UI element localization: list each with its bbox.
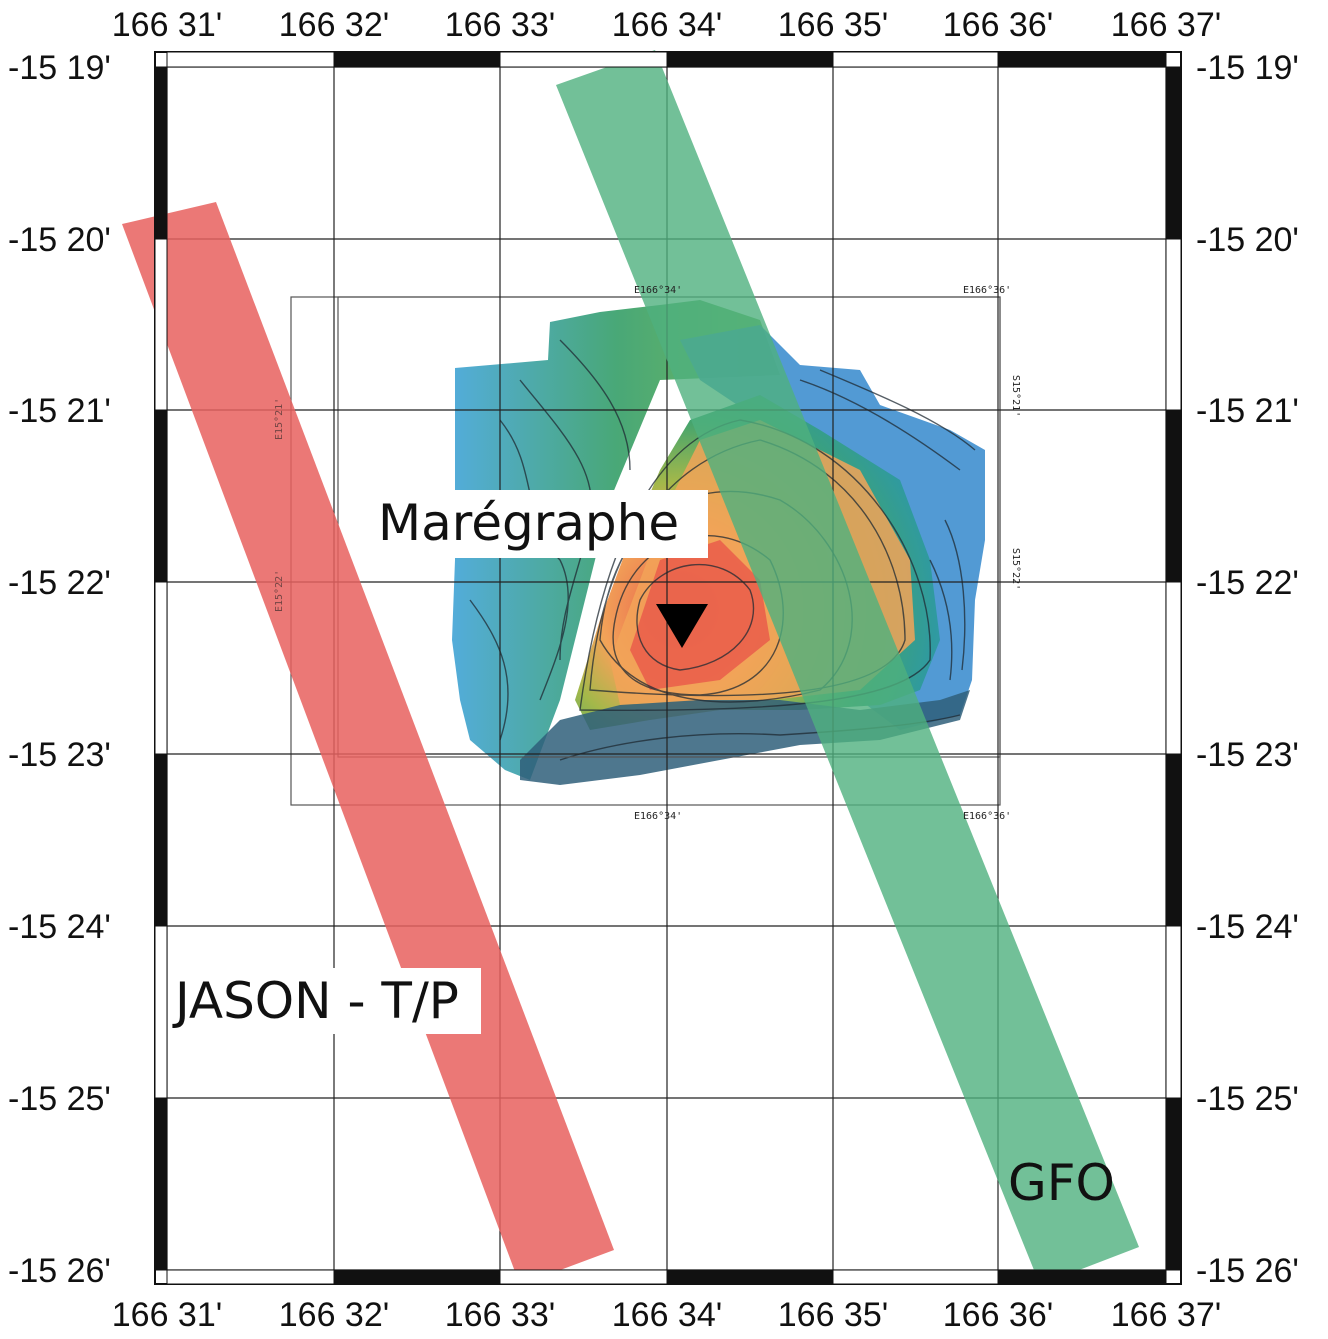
frame-bar-left: [154, 1097, 168, 1271]
longitude-label-bottom: 166 31': [112, 1296, 222, 1334]
frame-bar-left: [154, 409, 168, 583]
inset-right-label-1: S15°21': [1010, 375, 1021, 417]
longitude-label-top: 166 33': [445, 6, 555, 44]
tide-gauge-label: Marégraphe: [378, 494, 679, 552]
latitude-labels-right: -15 19' -15 20' -15 21' -15 22' -15 23' -15 2…: [1196, 49, 1299, 1290]
latitude-label-right: -15 24': [1196, 908, 1299, 946]
frame-bar-right: [1165, 1097, 1182, 1271]
longitude-labels-top: 166 31' 166 32' 166 33' 166 34' 166 35' 166 3…: [112, 6, 1221, 44]
inset-left-label-2: E15°22': [274, 570, 285, 612]
latitude-label-left: -15 26': [8, 1252, 111, 1290]
inset-right-label-2: S15°22': [1010, 548, 1021, 590]
jason-label-box: [168, 968, 481, 1034]
latitude-label-left: -15 21': [8, 392, 111, 430]
inset-top-label-1: E166°34': [634, 285, 682, 296]
longitude-label-top: 166 31': [112, 6, 222, 44]
frame-bar-right: [1165, 238, 1182, 411]
longitude-label-top: 166 32': [279, 6, 389, 44]
frame-bar-bottom: [166, 1269, 335, 1285]
frame-bar-right: [1165, 753, 1182, 927]
down-triangle-icon: [656, 604, 708, 648]
longitude-label-bottom: 166 37': [1111, 1296, 1221, 1334]
longitude-label-bottom: 166 36': [943, 1296, 1053, 1334]
tide-gauge-label-box: [368, 490, 708, 558]
latitude-label-right: -15 21': [1196, 392, 1299, 430]
frame-bar-top: [666, 51, 834, 68]
longitude-labels-bottom: 166 31' 166 32' 166 33' 166 34' 166 35' 166 3…: [112, 1296, 1221, 1334]
frame-bar-top: [832, 51, 999, 68]
frame-bar-left: [154, 753, 168, 927]
latitude-label-left: -15 22': [8, 564, 111, 602]
track-label-jason-tp: JASON - T/P: [172, 972, 459, 1030]
latitude-label-left: -15 24': [8, 908, 111, 946]
frame-bar-right: [1165, 66, 1182, 240]
frame-bar-right: [1165, 409, 1182, 583]
frame-bar-right: [1165, 925, 1182, 1099]
latitude-label-left: -15 25': [8, 1080, 111, 1118]
track-jason-tp: [122, 202, 614, 1285]
longitude-label-top: 166 37': [1111, 6, 1221, 44]
track-gfo: [556, 50, 1139, 1285]
frame-bar-top: [997, 51, 1167, 68]
latitude-label-left: -15 20': [8, 221, 111, 259]
latitude-label-left: -15 23': [8, 736, 111, 774]
frame-bar-left: [154, 581, 168, 755]
latitude-label-right: -15 25': [1196, 1080, 1299, 1118]
inset-bottom-label-1: E166°34': [634, 811, 682, 822]
latitude-labels-left: -15 19' -15 20' -15 21' -15 22' -15 23' -15 2…: [8, 49, 111, 1290]
frame-bar-top: [166, 51, 335, 68]
longitude-label-top: 166 35': [778, 6, 888, 44]
latitude-label-right: -15 22': [1196, 564, 1299, 602]
inset-top-label-2: E166°36': [963, 285, 1011, 296]
longitude-label-bottom: 166 35': [778, 1296, 888, 1334]
frame-bar-left: [154, 66, 168, 240]
frame-bar-top: [499, 51, 668, 68]
frame-bar-top: [333, 51, 501, 68]
latitude-label-right: -15 19': [1196, 49, 1299, 87]
latitude-label-right: -15 26': [1196, 1252, 1299, 1290]
frame-bar-bottom: [333, 1269, 501, 1285]
frame-bar-left: [154, 925, 168, 1099]
longitude-label-bottom: 166 32': [279, 1296, 389, 1334]
frame-bar-left: [154, 238, 168, 411]
track-label-gfo: GFO: [1008, 1154, 1115, 1212]
longitude-label-top: 166 36': [943, 6, 1053, 44]
latitude-label-left: -15 19': [8, 49, 111, 87]
map-frame: [154, 51, 1182, 1285]
frame-bar-right: [1165, 581, 1182, 755]
latitude-label-right: -15 20': [1196, 221, 1299, 259]
latitude-label-right: -15 23': [1196, 736, 1299, 774]
inset-left-label-1: E15°21': [274, 398, 285, 440]
frame-bar-bottom: [666, 1269, 834, 1285]
frame-bar-bottom: [997, 1269, 1167, 1285]
frame-bar-bottom: [499, 1269, 668, 1285]
bathymetry-west-shelf: [452, 300, 780, 780]
longitude-label-top: 166 34': [612, 6, 722, 44]
inset-bottom-label-2: E166°36': [963, 811, 1011, 822]
frame-bar-bottom: [832, 1269, 999, 1285]
longitude-label-bottom: 166 34': [612, 1296, 722, 1334]
longitude-label-bottom: 166 33': [445, 1296, 555, 1334]
